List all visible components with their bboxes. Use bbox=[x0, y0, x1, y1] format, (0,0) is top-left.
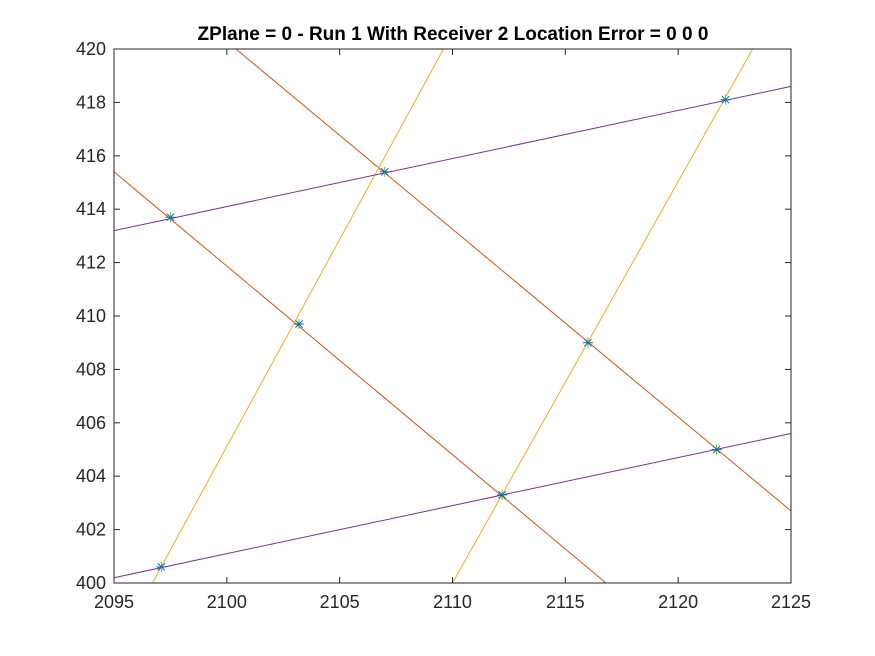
y-tick-label: 406 bbox=[76, 413, 106, 433]
chart-title: ZPlane = 0 - Run 1 With Receiver 2 Locat… bbox=[198, 24, 709, 45]
x-axis: 2095 2100 2105 2110 2115 2120 2125 bbox=[94, 49, 811, 612]
data-point bbox=[720, 94, 731, 105]
y-axis: 400 402 404 406 408 410 412 414 416 418 420 bbox=[76, 39, 791, 593]
series-line-6 bbox=[113, 433, 792, 579]
data-point bbox=[582, 337, 593, 348]
x-tick-label: 2095 bbox=[94, 592, 134, 612]
y-tick-label: 412 bbox=[76, 253, 106, 273]
y-tick-label: 420 bbox=[76, 39, 106, 59]
data-point bbox=[156, 561, 167, 572]
data-point bbox=[711, 444, 722, 455]
series-line-2 bbox=[235, 48, 792, 512]
x-tick-label: 2125 bbox=[771, 592, 811, 612]
marker-layer bbox=[156, 94, 731, 572]
plot-background bbox=[114, 49, 791, 583]
data-point bbox=[165, 212, 176, 223]
x-tick-label: 2110 bbox=[433, 592, 472, 612]
series-line-5 bbox=[113, 85, 792, 232]
y-tick-label: 408 bbox=[76, 359, 106, 379]
data-point bbox=[294, 319, 305, 330]
y-tick-label: 418 bbox=[76, 92, 106, 112]
x-tick-label: 2100 bbox=[207, 592, 247, 612]
data-point bbox=[379, 166, 390, 177]
series-line-1 bbox=[113, 171, 607, 584]
y-tick-label: 400 bbox=[76, 573, 106, 593]
y-tick-label: 402 bbox=[76, 520, 106, 540]
y-tick-label: 410 bbox=[76, 306, 106, 326]
y-tick-label: 404 bbox=[76, 466, 106, 486]
x-tick-label: 2105 bbox=[320, 592, 360, 612]
data-point bbox=[497, 489, 508, 500]
y-tick-label: 416 bbox=[76, 146, 106, 166]
series-line-3 bbox=[151, 48, 444, 584]
x-tick-label: 2115 bbox=[546, 592, 585, 612]
y-tick-label: 414 bbox=[76, 199, 106, 219]
x-tick-label: 2120 bbox=[658, 592, 698, 612]
